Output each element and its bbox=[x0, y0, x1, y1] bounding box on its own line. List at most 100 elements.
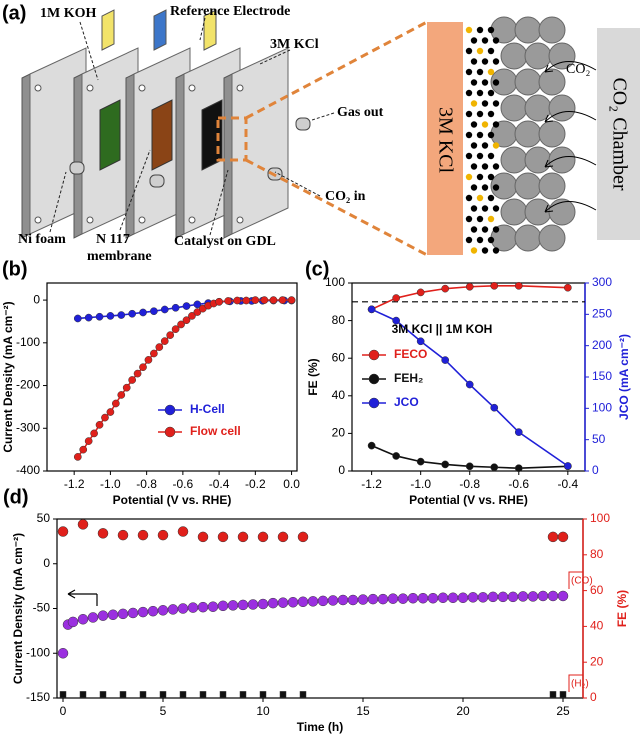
catalyst-dot bbox=[465, 194, 473, 202]
catalyst-dot bbox=[487, 110, 495, 118]
marker bbox=[97, 610, 109, 621]
annotation-bracket bbox=[568, 571, 583, 589]
x-tick-label: -1.0 bbox=[410, 477, 431, 491]
label-koh: 1M KOH bbox=[40, 6, 96, 21]
marker bbox=[157, 529, 169, 541]
series-line bbox=[371, 444, 568, 469]
marker bbox=[514, 428, 523, 436]
x-tick-label: -1.0 bbox=[100, 477, 121, 491]
y2-tick-label: 60 bbox=[590, 583, 604, 597]
y-tick-label: -100 bbox=[16, 335, 40, 349]
catalyst-dot bbox=[476, 68, 484, 76]
y-tick-label: 0 bbox=[33, 292, 40, 306]
marker bbox=[237, 599, 249, 611]
flow-arrow bbox=[544, 201, 597, 213]
x-axis-title: Potential (V vs. RHE) bbox=[113, 493, 232, 507]
marker bbox=[127, 607, 139, 619]
gdl-sphere bbox=[538, 172, 566, 200]
bolt bbox=[188, 84, 196, 92]
legend-marker bbox=[368, 397, 380, 409]
marker bbox=[137, 529, 149, 541]
marker bbox=[219, 691, 227, 698]
marker bbox=[441, 284, 450, 293]
catalyst-dot bbox=[476, 89, 484, 97]
legend-marker bbox=[368, 373, 380, 385]
bolt bbox=[34, 84, 42, 92]
y2-tick-label: 0 bbox=[592, 463, 599, 477]
leader bbox=[274, 171, 321, 197]
flow-arrow bbox=[544, 111, 597, 123]
gdl-sphere bbox=[514, 224, 542, 252]
marker bbox=[99, 691, 107, 698]
marker bbox=[177, 603, 189, 614]
plate-side bbox=[21, 73, 31, 239]
marker bbox=[177, 320, 185, 329]
gdl-sphere bbox=[548, 146, 576, 174]
x-tick-label: -0.6 bbox=[508, 477, 529, 491]
x-tick-label: 15 bbox=[356, 704, 370, 718]
y2-tick-label: 250 bbox=[592, 307, 612, 321]
catalyst-dot bbox=[465, 131, 473, 139]
catalyst-dot bbox=[492, 226, 500, 233]
label-membrane: N 117 bbox=[96, 232, 130, 247]
y2-tick-label: 300 bbox=[592, 275, 612, 289]
marker bbox=[139, 308, 147, 317]
marker bbox=[514, 281, 523, 290]
marker bbox=[507, 591, 519, 603]
x-tick-label: -0.4 bbox=[209, 477, 230, 491]
marker bbox=[171, 303, 180, 312]
panel-label: (a) bbox=[2, 2, 26, 24]
label-kcl: 3M KCl bbox=[270, 37, 319, 52]
plate bbox=[231, 47, 289, 235]
annotation: (H₂) bbox=[571, 679, 589, 690]
catalyst-dot bbox=[470, 226, 478, 233]
x-tick-label: -1.2 bbox=[64, 477, 85, 491]
y-tick-label: -300 bbox=[16, 420, 40, 434]
y-tick-label: -150 bbox=[26, 690, 50, 704]
axis-arrow bbox=[67, 589, 98, 606]
x-tick-label: 0.0 bbox=[283, 477, 300, 491]
chamber bbox=[597, 28, 640, 240]
y-tick-label: 0 bbox=[338, 463, 345, 477]
catalyst-dot bbox=[481, 184, 489, 191]
marker bbox=[111, 399, 120, 408]
catalyst-dot bbox=[465, 215, 473, 223]
plate-side bbox=[223, 73, 233, 239]
leader bbox=[79, 21, 99, 81]
tab bbox=[101, 9, 115, 51]
gdl-sphere bbox=[538, 224, 566, 252]
catalyst-dot bbox=[465, 89, 473, 97]
marker bbox=[133, 369, 142, 378]
marker bbox=[287, 596, 299, 608]
marker bbox=[490, 463, 499, 472]
catalyst-dot bbox=[470, 37, 478, 44]
catalyst-dot bbox=[476, 194, 484, 202]
marker bbox=[57, 526, 69, 537]
kcl-layer bbox=[427, 22, 463, 255]
series-line bbox=[371, 308, 569, 467]
marker bbox=[237, 531, 249, 543]
marker bbox=[239, 691, 247, 698]
y2-tick-label: 0 bbox=[590, 690, 597, 704]
label-co2-in: CO₂ in bbox=[325, 189, 366, 204]
marker bbox=[277, 597, 289, 608]
marker bbox=[139, 691, 147, 698]
marker bbox=[59, 691, 67, 698]
marker bbox=[497, 591, 509, 603]
label-reference: Reference Electrode bbox=[170, 4, 290, 19]
catalyst-dot bbox=[487, 194, 495, 202]
catalyst-dot bbox=[465, 110, 473, 118]
gdl-sphere bbox=[514, 16, 542, 44]
catalyst-dot bbox=[465, 152, 473, 160]
y-tick-label: -200 bbox=[16, 378, 40, 392]
marker bbox=[367, 305, 376, 314]
catalyst-dot bbox=[487, 131, 495, 139]
catalyst-dot bbox=[492, 37, 500, 44]
plate-side bbox=[125, 73, 135, 239]
flow-arrow bbox=[544, 156, 597, 168]
series-line bbox=[371, 285, 568, 311]
x-tick-label: -0.8 bbox=[459, 477, 480, 491]
legend-marker bbox=[164, 426, 176, 438]
catalyst-dot bbox=[481, 142, 489, 149]
marker bbox=[79, 445, 88, 454]
